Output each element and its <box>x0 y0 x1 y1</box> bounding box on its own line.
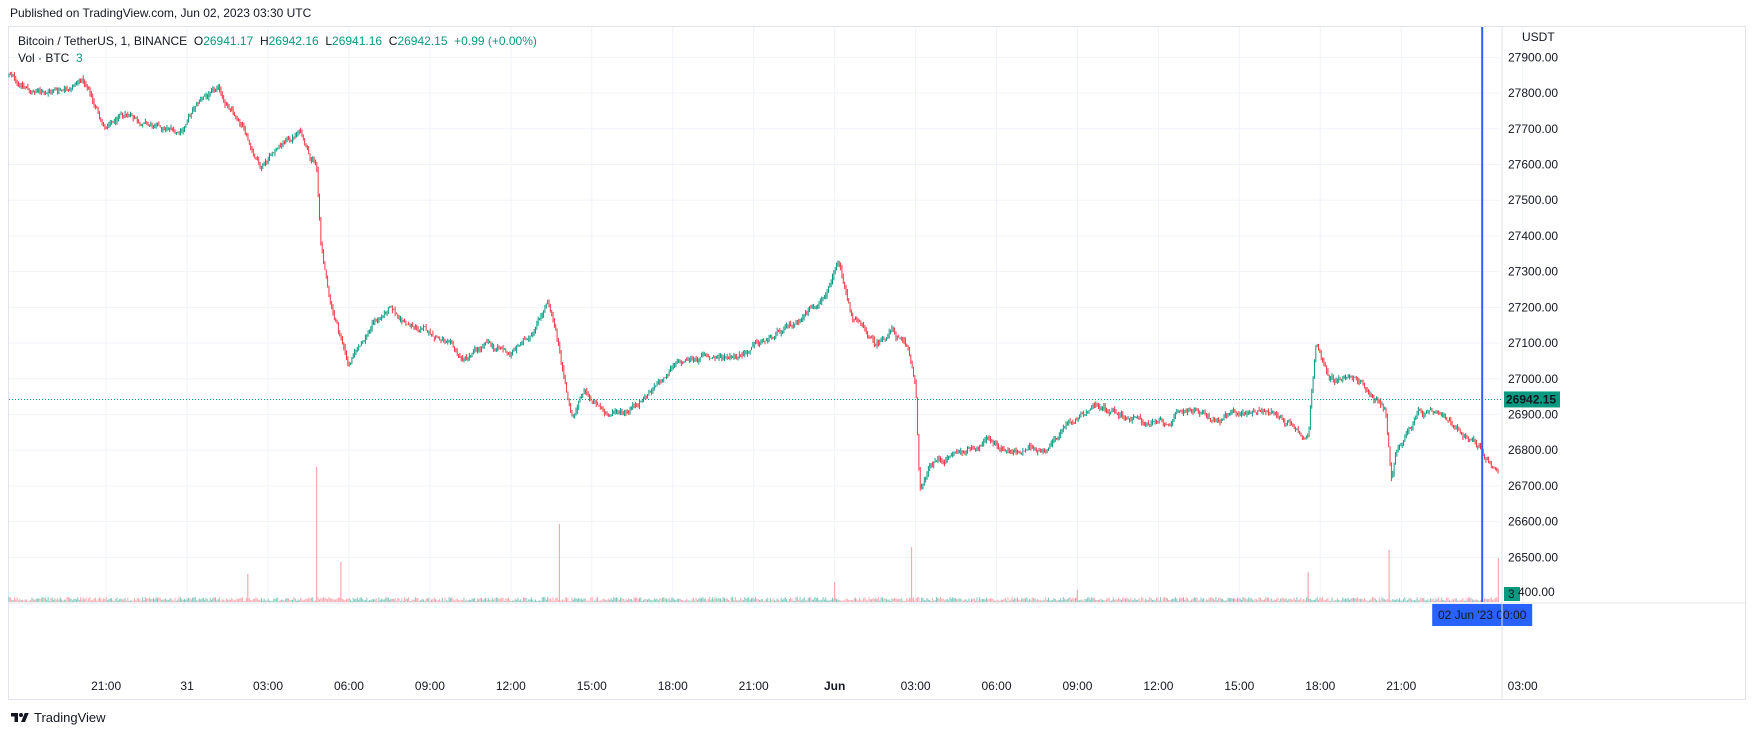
candles <box>8 71 1499 491</box>
tradingview-logo-icon <box>11 712 29 722</box>
volume-bars <box>8 467 1499 602</box>
time-tick-label: 09:00 <box>415 679 445 693</box>
time-tick-label: 15:00 <box>577 679 607 693</box>
close-label: C <box>388 34 398 48</box>
close-value: 26942.15 <box>397 34 448 48</box>
tradingview-brand: TradingView <box>34 710 106 725</box>
price-tick-label: 26500.00 <box>1508 550 1558 564</box>
low-label: L <box>325 34 333 48</box>
price-tick-label: 27800.00 <box>1508 86 1558 100</box>
published-caption: Published on TradingView.com, Jun 02, 20… <box>10 6 312 20</box>
time-tick-label: 03:00 <box>1508 679 1538 693</box>
price-axis-currency: USDT <box>1522 30 1555 44</box>
price-tick-label: 27900.00 <box>1508 50 1558 64</box>
price-tick-label: 27500.00 <box>1508 193 1558 207</box>
time-tick-label: 21:00 <box>1386 679 1416 693</box>
time-tick-label: 06:00 <box>982 679 1012 693</box>
time-tick-label: 21:00 <box>91 679 121 693</box>
time-tick-label: 03:00 <box>253 679 283 693</box>
time-tick-label: 09:00 <box>1062 679 1092 693</box>
time-tick-label: 18:00 <box>1305 679 1335 693</box>
volume-label[interactable]: Vol · BTC <box>18 51 70 65</box>
time-tick-label: Jun <box>824 679 845 693</box>
price-tick-label: 27300.00 <box>1508 265 1558 279</box>
last-volume-tag <box>1504 587 1520 601</box>
price-tick-label: 26900.00 <box>1508 408 1558 422</box>
volume-legend: Vol · BTC 3 <box>18 51 83 65</box>
open-value: 26941.17 <box>203 34 254 48</box>
overlay-lines: 26942.15 3 02 Jun '23 00:00 <box>9 27 1560 626</box>
price-tick-label: 26800.00 <box>1508 443 1558 457</box>
symbol-title[interactable]: Bitcoin / TetherUS, 1, BINANCE <box>18 34 188 48</box>
open-label: O <box>193 34 204 48</box>
time-tick-label: 15:00 <box>1224 679 1254 693</box>
price-tick-label: 26600.00 <box>1508 515 1558 529</box>
price-tick-label: 400.00 <box>1518 585 1555 599</box>
volume-value: 3 <box>76 51 83 65</box>
price-tick-label: 27200.00 <box>1508 300 1558 314</box>
change-value: +0.99 (+0.00%) <box>454 34 537 48</box>
chart-frame <box>8 26 1746 700</box>
last-price-label: 26942.15 <box>1506 392 1556 406</box>
high-label: H <box>259 34 269 48</box>
axes: USDT 27900.00 27800.00 27700.00 27600.00 2750… <box>9 27 1746 700</box>
low-value: 26941.16 <box>332 34 383 48</box>
tradingview-footer[interactable]: TradingView <box>10 710 106 725</box>
crosshair-time-tag <box>1432 604 1533 626</box>
time-tick-label: 03:00 <box>901 679 931 693</box>
time-tick-label: 18:00 <box>658 679 688 693</box>
price-tick-label: 27700.00 <box>1508 122 1558 136</box>
time-tick-label: 12:00 <box>1143 679 1173 693</box>
grid-lines <box>9 27 1524 602</box>
time-tick-label: 21:00 <box>739 679 769 693</box>
last-volume-label: 3 <box>1508 587 1515 601</box>
time-tick-label: 31 <box>180 679 194 693</box>
price-tick-label: 27400.00 <box>1508 229 1558 243</box>
last-price-tag <box>1504 391 1560 408</box>
crosshair-time-label: 02 Jun '23 00:00 <box>1438 608 1527 622</box>
price-tick-label: 27100.00 <box>1508 336 1558 350</box>
time-tick-label: 06:00 <box>334 679 364 693</box>
price-tick-label: 26700.00 <box>1508 479 1558 493</box>
high-value: 26942.16 <box>268 34 319 48</box>
price-tick-label: 27600.00 <box>1508 158 1558 172</box>
price-tick-label: 27000.00 <box>1508 372 1558 386</box>
time-tick-label: 12:00 <box>496 679 526 693</box>
ohlc-legend: Bitcoin / TetherUS, 1, BINANCE O26941.17… <box>18 34 537 48</box>
